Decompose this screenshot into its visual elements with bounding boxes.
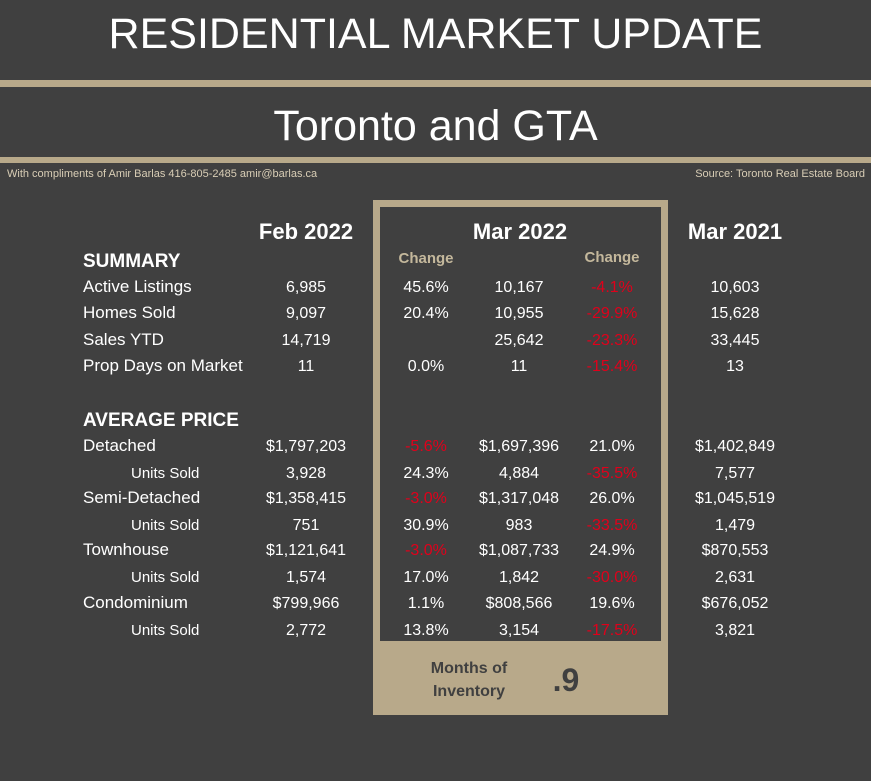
source-note: Source: Toronto Real Estate Board [695, 168, 865, 180]
months-of-inventory-value: .9 [552, 662, 580, 698]
cell-chg2: 21.0% [589, 438, 635, 455]
compliments-note: With compliments of Amir Barlas 416-805-… [7, 168, 318, 180]
cell-chg2: 19.6% [589, 595, 635, 612]
cell-chg1: -5.6% [405, 438, 447, 455]
cell-chg2: 24.9% [589, 542, 635, 559]
cell-mar: $1,317,048 [478, 490, 560, 507]
cell-mar: 983 [505, 517, 533, 534]
cell-mar-prev: 10,603 [710, 279, 760, 296]
cell-chg1: -3.0% [405, 490, 447, 507]
row-label: Semi-Detached [83, 488, 201, 507]
subtitle-divider [0, 157, 871, 163]
cell-chg1: -3.0% [405, 542, 447, 559]
row-label: Homes Sold [83, 303, 176, 322]
row-label: Units Sold [131, 569, 200, 586]
summary-heading: SUMMARY [83, 251, 181, 272]
cell-chg2: -30.0% [586, 569, 638, 586]
row-label: Prop Days on Market [83, 356, 243, 375]
current-month-panel [380, 207, 661, 641]
average-price-heading: AVERAGE PRICE [83, 410, 239, 431]
cell-mar-prev: 7,577 [714, 465, 756, 482]
main-title: RESIDENTIAL MARKET UPDATE [108, 10, 763, 58]
cell-chg1: 45.6% [403, 279, 449, 296]
cell-mar-prev: 2,631 [714, 569, 756, 586]
cell-chg2: -35.5% [586, 465, 638, 482]
cell-chg1: 13.8% [403, 622, 449, 639]
col-header-mar-2022: Mar 2022 [472, 219, 568, 244]
change-header-feb-to-mar: Change [398, 250, 454, 267]
row-label: Sales YTD [83, 330, 164, 349]
cell-feb: 1,574 [285, 569, 327, 586]
row-label: Units Sold [131, 622, 200, 639]
cell-mar-prev: 1,479 [714, 517, 756, 534]
cell-chg1: 17.0% [403, 569, 449, 586]
col-header-feb-2022: Feb 2022 [258, 219, 354, 244]
cell-mar: $808,566 [485, 595, 553, 612]
cell-chg1: 0.0% [407, 358, 445, 375]
row-label: Townhouse [83, 540, 170, 559]
cell-mar-prev: $676,052 [701, 595, 769, 612]
cell-mar-prev: 15,628 [710, 305, 760, 322]
cell-feb: 2,772 [285, 622, 327, 639]
cell-chg1: 20.4% [403, 305, 449, 322]
cell-feb: 14,719 [281, 332, 331, 349]
row-label: Units Sold [131, 517, 200, 534]
cell-mar: 4,884 [498, 465, 540, 482]
cell-mar: 25,642 [494, 332, 544, 349]
cell-mar: $1,697,396 [478, 438, 560, 455]
cell-mar: 10,955 [494, 305, 544, 322]
cell-mar: 3,154 [498, 622, 540, 639]
cell-mar: 1,842 [498, 569, 540, 586]
cell-feb: $799,966 [272, 595, 340, 612]
cell-mar-prev: $1,045,519 [694, 490, 776, 507]
months-of-inventory-label: Months of Inventory [400, 657, 538, 703]
cell-chg2: -15.4% [586, 358, 638, 375]
cell-chg2: -23.3% [586, 332, 638, 349]
row-label: Units Sold [131, 465, 200, 482]
cell-feb: $1,121,641 [265, 542, 347, 559]
cell-chg2: -4.1% [591, 279, 633, 296]
cell-mar: $1,087,733 [478, 542, 560, 559]
cell-mar: 11 [510, 358, 528, 375]
cell-mar-prev: 3,821 [714, 622, 756, 639]
col-header-mar-2021: Mar 2021 [687, 219, 783, 244]
change-header-year-over-year: Change [584, 249, 640, 266]
cell-chg2: -33.5% [586, 517, 638, 534]
region-subtitle: Toronto and GTA [273, 102, 598, 150]
cell-feb: 751 [292, 517, 320, 534]
cell-feb: 6,985 [285, 279, 327, 296]
row-label: Condominium [83, 593, 188, 612]
moi-label-line1: Months of [430, 660, 508, 677]
cell-feb: $1,797,203 [265, 438, 347, 455]
cell-mar-prev: $870,553 [701, 542, 769, 559]
cell-feb: 3,928 [285, 465, 327, 482]
cell-chg2: 26.0% [589, 490, 635, 507]
cell-feb: 9,097 [285, 305, 327, 322]
title-divider-top [0, 80, 871, 87]
cell-chg1: 24.3% [403, 465, 449, 482]
cell-mar: 10,167 [494, 279, 544, 296]
row-label: Detached [83, 436, 156, 455]
cell-chg1: 1.1% [407, 595, 445, 612]
cell-chg2: -17.5% [586, 622, 638, 639]
cell-mar-prev: 33,445 [710, 332, 760, 349]
moi-label-line2: Inventory [432, 683, 505, 700]
cell-mar-prev: $1,402,849 [694, 438, 776, 455]
cell-feb: $1,358,415 [265, 490, 347, 507]
cell-feb: 11 [297, 358, 315, 375]
row-label: Active Listings [83, 277, 192, 296]
cell-chg2: -29.9% [586, 305, 638, 322]
cell-chg1: 30.9% [403, 517, 449, 534]
cell-mar-prev: 13 [726, 358, 744, 375]
